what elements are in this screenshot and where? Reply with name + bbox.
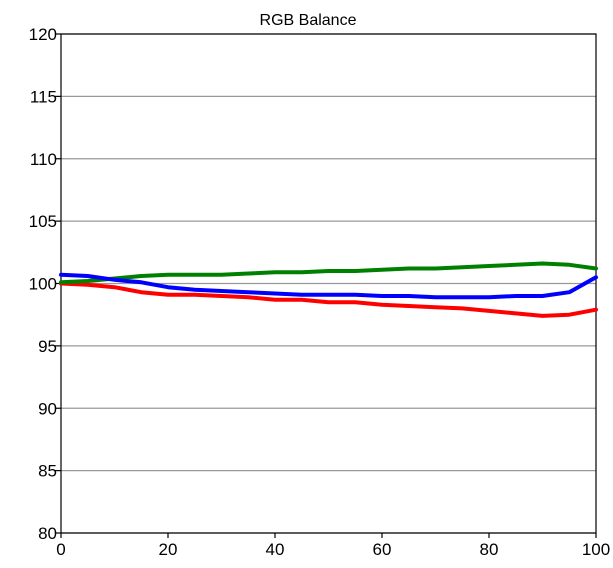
y-tick-label: 120 xyxy=(29,25,57,44)
series-line-0 xyxy=(59,281,598,318)
y-tick-label: 110 xyxy=(30,150,57,169)
x-tick-label: 100 xyxy=(582,540,610,559)
y-tick-label: 115 xyxy=(30,87,57,106)
tick-labels-layer: 80 85 90 95 100 105 110 115 120 0 20 40 60 80 100 xyxy=(29,25,611,559)
x-tick-label: 20 xyxy=(159,540,178,559)
x-tick-label: 40 xyxy=(266,540,285,559)
y-tick-label: 100 xyxy=(29,275,57,294)
series-layer xyxy=(59,261,598,318)
y-tick-label: 90 xyxy=(38,399,57,418)
x-tick-label: 60 xyxy=(373,540,392,559)
series-line-1 xyxy=(59,261,598,285)
series-line-2 xyxy=(59,272,598,300)
x-tick-label: 0 xyxy=(56,540,65,559)
chart-title: RGB Balance xyxy=(260,12,357,29)
y-tick-label: 105 xyxy=(29,212,57,231)
x-tick-label: 80 xyxy=(480,540,499,559)
y-tick-label: 95 xyxy=(38,337,57,356)
axes-layer xyxy=(55,33,597,538)
y-tick-label: 85 xyxy=(38,462,57,481)
y-tick-label: 80 xyxy=(38,524,57,543)
